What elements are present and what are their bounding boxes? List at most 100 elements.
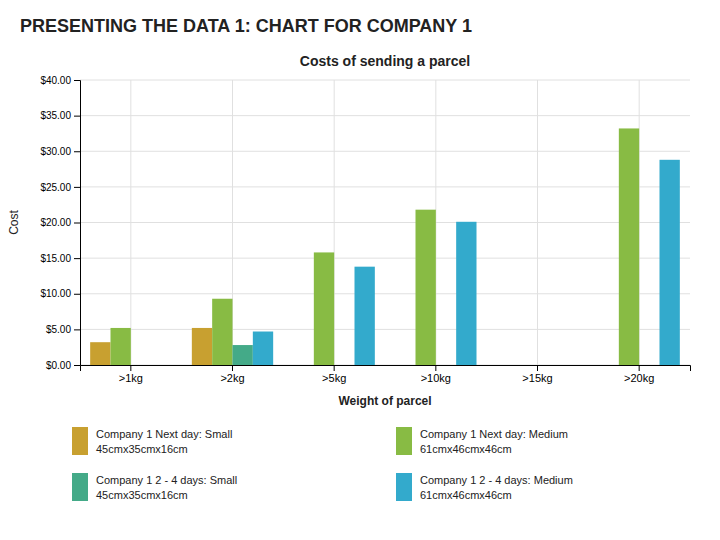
tick: $30.00 xyxy=(40,146,80,157)
tick: $40.00 xyxy=(40,75,80,86)
tick-label: >20kg xyxy=(624,372,654,384)
tick-mark xyxy=(74,151,80,152)
tick-label: >10kg xyxy=(421,372,451,384)
tick-mark xyxy=(537,365,538,371)
legend-item: Company 1 Next day: Small 45cmx35cmx16cm xyxy=(72,427,232,455)
legend-label-line: 61cmx46cmx46cm xyxy=(420,443,512,455)
legend-label-line: Company 1 Next day: Small xyxy=(96,428,232,440)
bar xyxy=(212,299,232,365)
legend-item: Company 1 2 - 4 days: Medium61cmx46cmx46… xyxy=(396,473,573,501)
bar xyxy=(497,365,517,366)
tick-label: $0.00 xyxy=(46,360,71,371)
grid-line xyxy=(537,80,538,365)
grid-line xyxy=(80,329,690,330)
tick-label: $40.00 xyxy=(40,75,71,86)
bar xyxy=(151,365,171,366)
grid-line xyxy=(80,151,690,152)
x-axis: >1kg>2kg>5kg>10kg>15kg>20kg xyxy=(81,365,691,384)
legend-label: Company 1 2 - 4 days: Medium61cmx46cmx46… xyxy=(420,474,573,501)
series xyxy=(253,160,680,365)
legend-label-line: Company 1 2 - 4 days: Small xyxy=(96,474,237,486)
tick-label: $35.00 xyxy=(40,110,71,121)
tick: $35.00 xyxy=(40,110,80,121)
bar xyxy=(294,365,314,366)
bar xyxy=(334,365,354,366)
tick: $10.00 xyxy=(40,288,80,299)
bar xyxy=(599,365,619,366)
axis-line xyxy=(81,366,691,372)
chart: PRESENTING THE DATA 1: CHART FOR COMPANY… xyxy=(0,0,720,540)
legend-item: Company 1 2 - 4 days: Small 45cmx35cmx16c… xyxy=(72,473,237,501)
tick-mark xyxy=(334,365,335,371)
legend-label-line: Company 1 Next day: Medium xyxy=(420,428,568,440)
tick-label: >1kg xyxy=(119,372,143,384)
tick: $0.00 xyxy=(46,360,80,371)
grid-line xyxy=(80,293,690,294)
tick-label: $10.00 xyxy=(40,288,71,299)
title: PRESENTING THE DATA 1: CHART FOR COMPANY… xyxy=(20,16,472,36)
legend-swatch xyxy=(396,473,412,501)
legend-swatch xyxy=(396,427,412,455)
bar xyxy=(111,328,131,365)
grid-line xyxy=(130,80,131,365)
x-axis-title: Weight of parcel xyxy=(338,394,431,408)
legend-item: Company 1 Next day: Medium 61cmx46cmx46cm xyxy=(396,427,568,455)
bars xyxy=(90,128,680,365)
bar xyxy=(192,328,212,365)
tick: $20.00 xyxy=(40,217,80,228)
legend-label: Company 1 2 - 4 days: Small 45cmx35cmx16c… xyxy=(96,474,237,501)
bar xyxy=(436,365,456,366)
bar xyxy=(131,365,151,366)
tick-label: $25.00 xyxy=(40,182,71,193)
grid xyxy=(80,80,690,365)
bar xyxy=(395,365,415,366)
legend-label-line: 45cmx35cmx16cm xyxy=(96,443,188,455)
tick-mark xyxy=(74,187,80,188)
tick-mark xyxy=(435,365,436,371)
bar xyxy=(355,267,375,365)
grid-line xyxy=(80,222,690,223)
tick: >5kg xyxy=(322,365,346,384)
grid-line xyxy=(80,80,690,81)
subtitle: Costs of sending a parcel xyxy=(300,53,470,69)
tick-mark xyxy=(74,329,80,330)
tick: >2kg xyxy=(220,365,244,384)
bar xyxy=(253,332,273,365)
series xyxy=(90,328,212,365)
axis-line xyxy=(74,81,81,366)
tick-label: >5kg xyxy=(322,372,346,384)
tick-mark xyxy=(232,365,233,371)
bar xyxy=(558,365,578,366)
legend-label-line: Company 1 2 - 4 days: Medium xyxy=(420,474,573,486)
tick-mark xyxy=(74,294,80,295)
tick-label: $5.00 xyxy=(46,324,71,335)
bar xyxy=(416,210,436,365)
series xyxy=(233,345,253,365)
series xyxy=(111,128,640,365)
tick-mark xyxy=(74,116,80,117)
legend-label: Company 1 Next day: Medium 61cmx46cmx46cm xyxy=(420,428,568,455)
tick-label: $30.00 xyxy=(40,146,71,157)
tick-mark xyxy=(74,258,80,259)
grid-line xyxy=(80,186,690,187)
tick: >1kg xyxy=(119,365,143,384)
legend: Company 1 Next day: Small45cmx35cmx16cmC… xyxy=(72,427,573,501)
tick: $5.00 xyxy=(46,324,80,335)
bar xyxy=(538,365,558,366)
y-axis-title: Cost xyxy=(7,210,21,235)
tick-mark xyxy=(639,365,640,371)
y-axis: $0.00 $5.00 $10.00 $15.00 $20.00 $25.00 $30.00… xyxy=(40,75,80,371)
bar xyxy=(660,160,680,365)
tick-mark xyxy=(74,365,80,366)
tick: >10kg xyxy=(421,365,451,384)
legend-swatch xyxy=(72,473,88,501)
bar xyxy=(639,365,659,366)
legend-label-line: 45cmx35cmx16cm xyxy=(96,489,188,501)
legend-swatch xyxy=(72,427,88,455)
bar xyxy=(456,222,476,365)
tick: $25.00 xyxy=(40,182,80,193)
bar xyxy=(314,252,334,365)
tick-label: $15.00 xyxy=(40,253,71,264)
bar xyxy=(233,345,253,365)
bar xyxy=(619,128,639,365)
